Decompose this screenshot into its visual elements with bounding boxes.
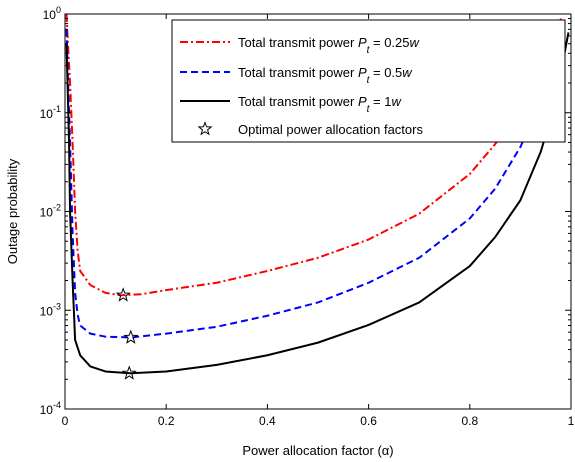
series-line (65, 23, 565, 339)
x-tick-label: 0 (62, 414, 69, 428)
x-tick-label: 1 (568, 414, 575, 428)
y-tick-base: 10 (40, 107, 54, 121)
x-tick-label: 0.8 (461, 414, 478, 428)
y-tick-label: 10-3 (40, 301, 61, 318)
legend-entry-label: Total transmit power Pt = 0.25w (238, 35, 421, 56)
y-tick-label: 10-4 (40, 400, 61, 417)
y-tick-label: 10-1 (40, 104, 61, 121)
y-axis-label: Outage probability (5, 158, 20, 264)
y-tick-label: 100 (43, 5, 61, 22)
legend-entry-label: Total transmit power Pt = 1w (238, 94, 402, 115)
optimal-point-marker (115, 287, 131, 302)
y-tick-label: 10-2 (40, 203, 61, 220)
y-tick-exponent: -3 (53, 301, 61, 311)
legend-box (171, 19, 566, 143)
y-tick-exponent: -4 (53, 400, 61, 410)
x-tick-label: 0.4 (259, 414, 276, 428)
legend-entry-label: Optimal power allocation factors (238, 122, 423, 137)
x-tick-label: 0.6 (360, 414, 377, 428)
legend: Total transmit power Pt = 0.25w Total tra… (171, 19, 566, 143)
legend-entry-label: Total transmit power Pt = 0.5w (238, 65, 413, 86)
y-tick-exponent: 0 (56, 5, 61, 15)
legend-star-marker (197, 121, 213, 136)
y-tick-exponent: -1 (53, 104, 61, 114)
y-tick-base: 10 (43, 8, 57, 22)
y-tick-base: 10 (40, 304, 54, 318)
y-tick-base: 10 (40, 403, 54, 417)
optimal-point-marker (123, 329, 139, 344)
series-line (65, 32, 570, 375)
x-axis: 0 0.2 0.4 0.6 0.8 1 (62, 14, 575, 428)
optimal-point-marker (121, 365, 137, 380)
x-tick-label: 0.2 (158, 414, 175, 428)
y-tick-exponent: -2 (53, 203, 61, 213)
x-axis-label: Power allocation factor (α) (242, 443, 393, 458)
y-tick-base: 10 (40, 206, 54, 220)
